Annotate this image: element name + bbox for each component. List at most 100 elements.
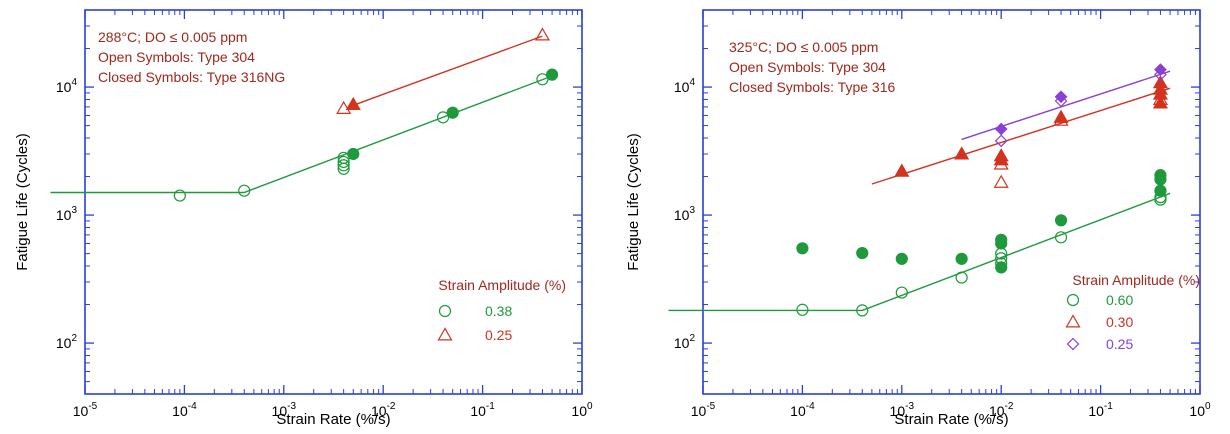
x-tick-base: 10: [1088, 403, 1104, 419]
x-tick-exponent: -4: [188, 401, 197, 412]
data-point: [994, 122, 1008, 136]
series-circle-filled: [796, 169, 1167, 274]
x-tick-base: 10: [272, 403, 288, 419]
series-circle-open: [173, 73, 549, 202]
data-point: [1152, 81, 1168, 95]
data-point: [1054, 214, 1068, 227]
data-point: [347, 147, 360, 161]
x-tick-label: 10-2: [371, 401, 396, 419]
annotation-line: Closed Symbols: Type 316: [729, 79, 895, 95]
data-point: [436, 111, 450, 124]
x-tick-base: 10: [790, 403, 806, 419]
x-tick-base: 10: [571, 403, 587, 419]
fit-line: [50, 75, 553, 194]
annotation-line: 325°C; DO ≤ 0.005 ppm: [729, 39, 878, 55]
x-tick-exponent: -3: [287, 401, 296, 412]
y-tick-label: 102: [56, 333, 78, 351]
annotation-line: Open Symbols: Type 304: [98, 49, 255, 65]
data-point: [1154, 169, 1167, 182]
x-tick-label: 100: [571, 401, 593, 419]
y-tick-label: 104: [56, 77, 78, 95]
fit-line: [353, 35, 543, 106]
x-tick-label: 10-3: [272, 401, 297, 419]
x-tick-exponent: -1: [486, 401, 495, 412]
annotation-line: Closed Symbols: Type 316NG: [98, 69, 285, 85]
legend: Strain Amplitude (%) 0.38 0.25: [437, 277, 566, 343]
x-tick-exponent: -5: [706, 401, 715, 412]
data-point: [894, 163, 910, 177]
data-point: [1053, 109, 1069, 123]
x-tick-exponent: 0: [1205, 401, 1211, 412]
y-tick-label: 103: [56, 205, 78, 223]
y-tick-label: 103: [674, 205, 696, 223]
x-tick-base: 10: [989, 403, 1005, 419]
y-tick-base: 10: [674, 79, 690, 95]
x-tick-base: 10: [371, 403, 387, 419]
series-triangle-open: [993, 91, 1168, 188]
data-point: [337, 155, 350, 169]
legend-marker: [1066, 337, 1080, 351]
legend-title: Strain Amplitude (%): [1072, 272, 1200, 288]
data-point: [995, 261, 1008, 274]
data-point: [955, 271, 968, 284]
data-point: [955, 252, 968, 265]
legend-title: Strain Amplitude (%): [438, 277, 566, 293]
legend-label: 0.25: [485, 327, 512, 343]
y-tick-label: 104: [674, 77, 696, 95]
series-triangle-filled: [345, 96, 361, 111]
annotation-line: Open Symbols: Type 304: [729, 59, 886, 75]
fit-line: [871, 87, 1171, 185]
x-axis-label: Strain Rate (%/s): [894, 411, 1008, 428]
axis-ticks: [702, 9, 1201, 395]
x-tick-label: 10-5: [73, 401, 98, 419]
y-axis-label: Fatigue Life (Cycles): [14, 133, 31, 271]
data-point: [993, 148, 1009, 162]
x-tick-base: 10: [73, 403, 89, 419]
series-diamond-filled: [994, 63, 1167, 136]
data-point: [1054, 231, 1068, 244]
y-tick-exponent: 3: [71, 205, 77, 216]
plot-frame: [84, 9, 583, 395]
x-tick-exponent: -3: [905, 401, 914, 412]
x-tick-label: 10-5: [691, 401, 716, 419]
x-tick-label: 10-2: [989, 401, 1014, 419]
series-triangle-open: [336, 27, 550, 114]
data-point: [238, 184, 251, 197]
data-point: [856, 246, 869, 260]
x-tick-label: 100: [1189, 401, 1211, 419]
legend-label: 0.38: [485, 303, 512, 319]
data-point: [1152, 75, 1168, 89]
y-tick-base: 10: [674, 335, 690, 351]
y-tick-label: 102: [674, 333, 696, 351]
data-point: [1154, 63, 1167, 76]
legend-label: 0.60: [1106, 292, 1133, 308]
series-triangle-filled: [894, 75, 1168, 177]
data-point: [446, 106, 459, 119]
y-tick-exponent: 4: [689, 77, 695, 88]
x-tick-base: 10: [470, 403, 486, 419]
x-tick-label: 10-3: [890, 401, 915, 419]
data-point: [993, 174, 1009, 188]
y-tick-exponent: 2: [71, 333, 77, 344]
data-point: [954, 146, 970, 160]
x-tick-exponent: -5: [88, 401, 97, 412]
series-circle-filled: [347, 68, 559, 161]
data-point: [336, 100, 352, 114]
fit-line: [961, 70, 1171, 141]
y-tick-base: 10: [674, 207, 690, 223]
x-tick-label: 10-1: [470, 401, 495, 419]
data-point: [545, 68, 559, 81]
x-tick-exponent: -4: [806, 401, 815, 412]
legend-marker: [438, 304, 452, 318]
plot-frame: [702, 9, 1201, 395]
y-tick-base: 10: [56, 207, 72, 223]
axis-ticks: [84, 9, 583, 395]
data-point: [534, 27, 550, 41]
x-tick-exponent: 0: [587, 401, 593, 412]
series-circle-open: [796, 191, 1167, 317]
x-tick-label: 10-4: [790, 401, 815, 419]
data-point: [1152, 95, 1168, 109]
annotation-line: 288°C; DO ≤ 0.005 ppm: [98, 29, 247, 45]
y-tick-base: 10: [56, 335, 72, 351]
